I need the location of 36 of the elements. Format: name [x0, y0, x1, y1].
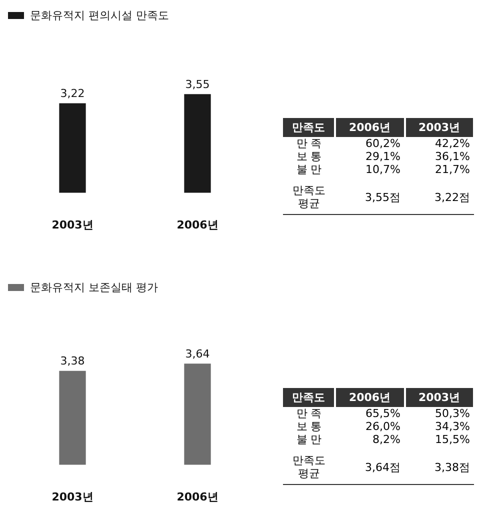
data-label: 29,1%: [364, 150, 402, 163]
data-label: 3,64: [185, 347, 210, 360]
legend-title: 만족도: [283, 388, 335, 407]
category-label: 불 만: [295, 433, 323, 446]
data-label: 3,22점: [404, 176, 474, 214]
data-label: 15,5%: [434, 433, 471, 446]
data-label: 50,3%: [434, 407, 471, 420]
legend-label: 2006년: [335, 118, 404, 137]
data-label: 3,22: [60, 86, 85, 100]
chart-title: 문화유적지 편의시설 만족도: [30, 8, 169, 23]
category-label: 만족도 평균: [283, 176, 335, 214]
data-label: 3,38점: [404, 446, 474, 484]
category-label: 보 통: [295, 150, 323, 163]
legend-title: 만족도: [283, 118, 335, 137]
category-label: 만 족: [295, 407, 323, 420]
data-label: 21,7%: [434, 163, 471, 176]
chart-title: 문화유적지 보존실태 평가: [30, 280, 158, 295]
data-label: 65,5%: [364, 407, 402, 420]
data-label: 36,1%: [434, 150, 471, 163]
category-label: 불 만: [295, 163, 323, 176]
data-label: 42,2%: [434, 137, 471, 150]
data-label: 3,55: [185, 78, 210, 91]
data-label: 3,38: [60, 354, 85, 368]
legend-label: 2006년: [335, 388, 404, 407]
data-label: 26,0%: [364, 420, 402, 433]
category-label: 만 족: [295, 137, 323, 150]
data-label: 10,7%: [364, 163, 402, 176]
text: 2003년: [404, 118, 474, 137]
category-label: 보 통: [295, 420, 323, 433]
text: 2003년: [404, 388, 474, 407]
data-label: 34,3%: [434, 420, 471, 433]
data-label: 3,64점: [335, 446, 404, 484]
data-label: 60,2%: [364, 137, 402, 150]
data-label: 8,2%: [372, 433, 402, 446]
category-label: 만족도 평균: [283, 446, 335, 484]
data-label: 3,55점: [335, 176, 404, 214]
